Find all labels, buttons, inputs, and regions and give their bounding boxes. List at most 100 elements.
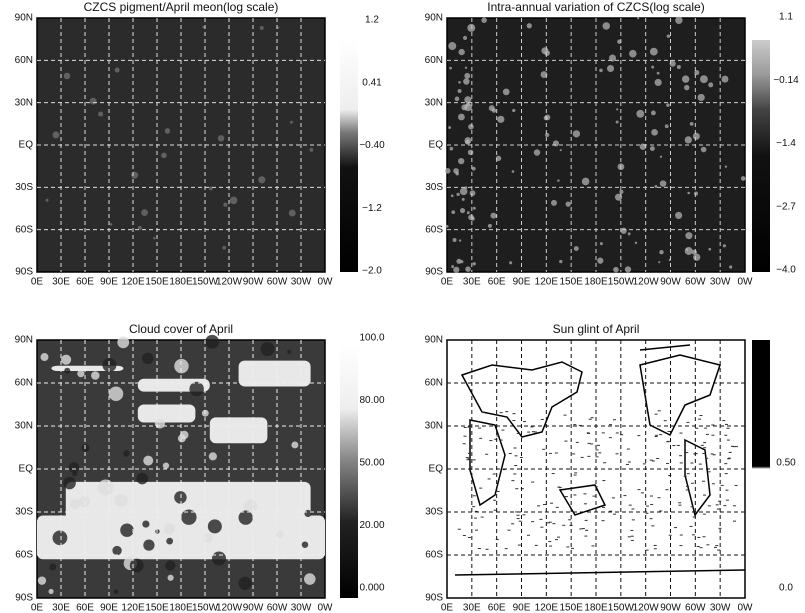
texture [700, 146, 707, 153]
colorbar [752, 40, 770, 272]
texture [603, 462, 607, 464]
texture [208, 186, 213, 191]
texture [45, 198, 49, 202]
texture [695, 427, 699, 429]
x-tick-label: 30E [52, 603, 70, 613]
y-tick-label: 30N [425, 421, 443, 432]
texture [174, 491, 187, 504]
texture [515, 488, 519, 490]
texture [536, 505, 540, 507]
texture [496, 490, 500, 492]
texture [708, 82, 714, 88]
texture [474, 510, 478, 512]
texture [467, 149, 474, 156]
colorbar-label: 80.00 [359, 395, 384, 406]
texture [613, 513, 617, 515]
texture [679, 545, 683, 547]
texture [693, 253, 701, 261]
panel-title: Cloud cover of April [129, 322, 233, 336]
texture [591, 545, 595, 547]
x-tick-label: 150E [145, 603, 169, 613]
texture [97, 479, 114, 496]
texture [611, 497, 615, 499]
texture [52, 530, 68, 546]
texture [451, 265, 455, 268]
texture [472, 206, 476, 210]
y-tick-label: EQ [19, 464, 34, 475]
texture [533, 149, 541, 156]
x-tick-label: 60W [685, 603, 706, 613]
x-tick-label: 0W [318, 603, 334, 613]
texture [458, 158, 465, 165]
texture [624, 266, 632, 273]
x-tick-label: 0E [31, 603, 44, 613]
texture [513, 473, 517, 475]
texture [515, 511, 519, 513]
texture [512, 108, 516, 113]
x-tick-label: 0E [31, 277, 44, 288]
texture [68, 462, 80, 473]
texture [309, 147, 314, 152]
texture [485, 453, 489, 455]
x-tick-label: 30W [291, 603, 312, 613]
texture [458, 48, 465, 56]
texture [205, 334, 220, 349]
texture [595, 449, 599, 451]
texture [721, 75, 729, 83]
texture [548, 541, 552, 543]
texture [694, 191, 699, 196]
texture [545, 132, 550, 138]
texture [40, 353, 49, 362]
texture [684, 136, 692, 144]
texture [238, 360, 311, 387]
texture [490, 212, 497, 219]
texture [627, 232, 631, 236]
texture [472, 506, 476, 508]
x-tick-label: 120W [216, 603, 243, 613]
texture [548, 452, 552, 454]
texture [615, 432, 619, 434]
texture [558, 484, 607, 516]
texture [540, 418, 544, 420]
y-tick-label: 30S [425, 507, 443, 518]
texture [507, 529, 511, 531]
texture [722, 420, 726, 422]
texture [703, 494, 707, 496]
colorbar-label: 1.2 [365, 15, 379, 26]
x-tick-label: 180E [584, 277, 608, 288]
texture [448, 42, 457, 51]
y-tick-label: EQ [19, 140, 34, 151]
texture [724, 473, 728, 475]
texture [716, 508, 720, 510]
colorbar-label: −1.4 [776, 138, 796, 149]
texture [690, 462, 694, 464]
texture [710, 453, 714, 455]
texture [654, 78, 662, 87]
texture [572, 453, 576, 455]
texture [202, 25, 205, 29]
texture [734, 446, 738, 448]
texture [608, 54, 617, 62]
texture [488, 423, 492, 425]
texture [587, 455, 591, 457]
texture [485, 548, 489, 550]
texture [631, 519, 635, 521]
texture [699, 415, 703, 417]
x-tick-label: 150W [608, 603, 635, 613]
texture [694, 69, 700, 76]
texture [666, 462, 670, 464]
colorbar-label: −0.40 [359, 140, 385, 151]
texture [724, 434, 728, 436]
texture [629, 49, 637, 58]
texture [552, 140, 559, 147]
texture [494, 438, 498, 440]
texture [590, 443, 594, 445]
colorbar-label: −4.0 [776, 265, 796, 276]
texture [587, 442, 591, 444]
texture [571, 547, 575, 549]
texture [654, 413, 658, 415]
colorbar-label: 1.1 [779, 12, 793, 23]
texture [77, 370, 85, 378]
texture [211, 551, 227, 566]
